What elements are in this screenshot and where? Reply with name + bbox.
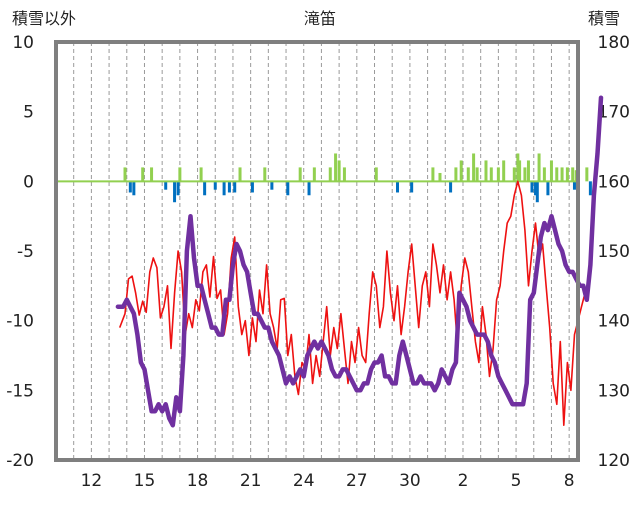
precip-bar <box>312 167 316 182</box>
precip-bar <box>438 172 442 182</box>
precip-bar <box>542 167 546 182</box>
precip-bar <box>546 181 550 196</box>
precip-bar <box>572 181 576 190</box>
precip-bar <box>213 181 217 190</box>
right-tick-label: 180 <box>598 33 630 53</box>
precip-bar <box>588 181 592 196</box>
precip-bar <box>227 181 231 193</box>
precip-bar <box>530 181 534 193</box>
precip-bar <box>222 181 226 196</box>
precip-bar <box>334 153 338 182</box>
right-axis-ticks: 180 170 160 150 140 130 120 <box>598 33 630 471</box>
precip-bar <box>431 167 435 182</box>
right-axis-title: 積雪 <box>588 9 620 28</box>
precip-bar <box>502 160 506 182</box>
x-tick-label: 21 <box>240 471 262 491</box>
right-tick-label: 160 <box>598 172 630 192</box>
precip-bar <box>150 167 154 182</box>
precip-bar <box>526 160 530 182</box>
left-tick-label: -15 <box>6 381 34 401</box>
left-tick-label: -20 <box>6 451 34 471</box>
precip-bar <box>516 153 520 182</box>
precip-bar <box>518 160 522 182</box>
precip-bar <box>454 167 458 182</box>
precip-bar <box>328 167 332 182</box>
precip-bar <box>337 160 341 182</box>
x-tick-label: 12 <box>81 471 103 491</box>
precip-bar <box>128 181 132 193</box>
precip-bar <box>176 181 180 196</box>
precip-bar <box>459 160 463 182</box>
precip-bar <box>549 160 553 182</box>
right-tick-label: 170 <box>598 103 630 123</box>
left-tick-label: -5 <box>17 242 34 262</box>
x-tick-label: 27 <box>346 471 368 491</box>
x-axis-ticks: 12 15 18 21 24 27 30 2 5 8 <box>81 471 575 491</box>
precip-bar <box>484 160 488 182</box>
snow-depth-line <box>115 95 604 428</box>
precip-bar <box>535 181 539 203</box>
left-tick-label: 10 <box>12 33 34 53</box>
precip-bar <box>466 167 470 182</box>
precipitation-bars <box>123 153 592 203</box>
precip-bar <box>512 167 516 182</box>
precip-bar <box>307 181 311 196</box>
precip-bar <box>298 167 302 182</box>
right-tick-label: 130 <box>598 381 630 401</box>
right-tick-label: 120 <box>598 451 630 471</box>
precip-bar <box>537 153 541 182</box>
left-tick-label: 0 <box>23 172 34 192</box>
precip-bar <box>396 181 400 193</box>
x-tick-label: 24 <box>293 471 315 491</box>
precip-bar <box>270 181 274 190</box>
precip-bar <box>199 167 203 182</box>
precip-bar <box>585 167 589 182</box>
precip-bar <box>410 181 414 193</box>
series-lines <box>115 95 604 428</box>
x-tick-label: 30 <box>399 471 421 491</box>
precip-bar <box>203 181 207 196</box>
left-tick-label: -10 <box>6 312 34 332</box>
precip-bar <box>565 167 569 182</box>
precip-bar <box>250 181 254 193</box>
x-tick-label: 8 <box>564 471 575 491</box>
x-tick-label: 2 <box>458 471 469 491</box>
plot-frame <box>54 40 580 462</box>
precip-bar <box>263 167 267 182</box>
precip-bar <box>238 167 242 182</box>
precip-bar <box>141 167 145 182</box>
left-axis-title: 積雪以外 <box>12 9 76 28</box>
precip-bar <box>534 181 538 196</box>
temperature-line <box>118 180 590 427</box>
precip-bar <box>449 181 453 193</box>
precip-bar <box>123 167 127 182</box>
left-tick-label: 5 <box>23 103 34 123</box>
x-tick-label: 15 <box>134 471 156 491</box>
precip-bar <box>286 181 290 196</box>
precip-bar <box>523 167 527 182</box>
right-tick-label: 150 <box>598 242 630 262</box>
precip-bar <box>164 181 168 190</box>
precip-bar <box>496 167 500 182</box>
precip-bar <box>342 167 346 182</box>
precip-bar <box>374 167 378 182</box>
left-axis-ticks: 10 5 0 -5 -10 -15 -20 <box>6 33 34 471</box>
precip-bar <box>489 167 493 182</box>
chart-title: 滝笛 <box>304 9 336 28</box>
precip-bar <box>555 167 559 182</box>
precip-bar <box>560 167 564 182</box>
precip-bar <box>233 181 237 193</box>
x-tick-label: 18 <box>187 471 209 491</box>
precip-bar <box>472 153 476 182</box>
precip-bar <box>178 167 182 182</box>
right-tick-label: 140 <box>598 312 630 332</box>
x-tick-label: 5 <box>511 471 522 491</box>
precip-bar <box>132 181 136 196</box>
precip-bar <box>475 167 479 182</box>
precip-bar <box>173 181 177 203</box>
precip-bar <box>571 167 575 182</box>
